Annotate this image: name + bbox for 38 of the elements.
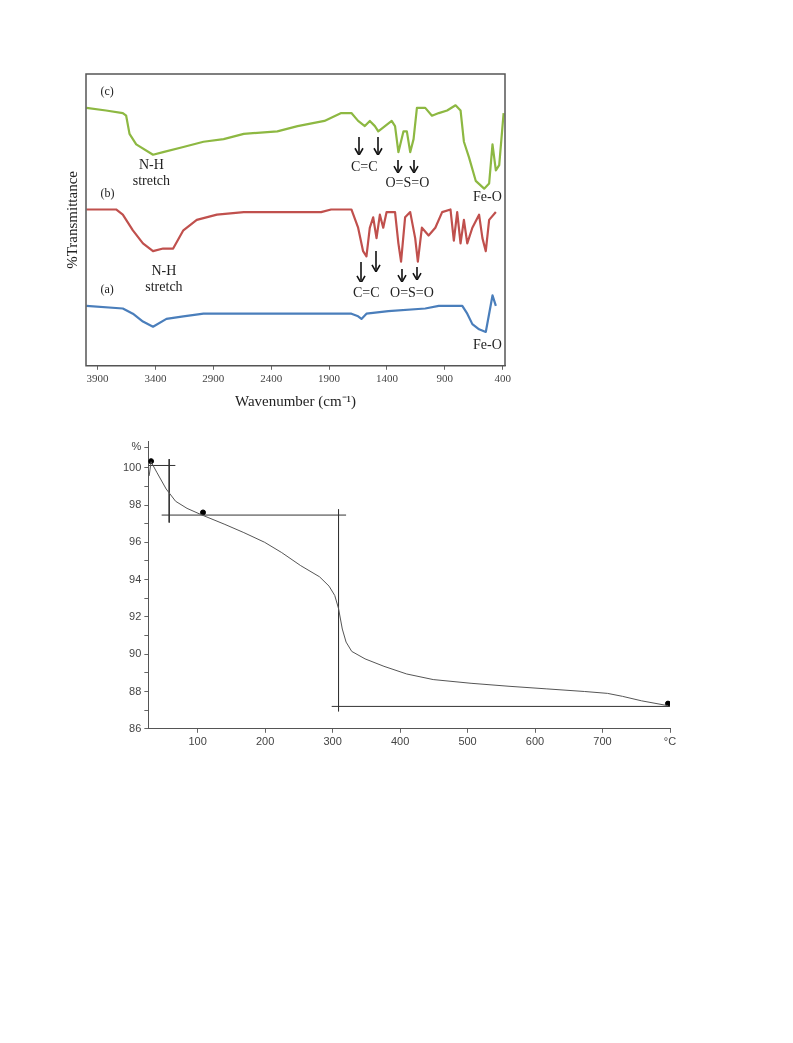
annotation: N-H stretch: [132, 156, 171, 188]
series-label: (b): [100, 185, 115, 200]
annotation: O=S=O: [390, 284, 434, 300]
annotation: C=C: [350, 159, 378, 175]
x-tick-label: 400: [390, 735, 410, 748]
y-tick-label: %: [131, 440, 142, 453]
x-tick-label: 3400: [144, 372, 167, 385]
x-tick-label: 400: [494, 372, 512, 385]
y-tick-label: 86: [129, 721, 142, 734]
y-tick-label: 98: [129, 498, 142, 511]
x-tick-label: 1900: [318, 372, 341, 385]
y-tick-label: 100: [122, 460, 142, 473]
annotation: O=S=O: [385, 175, 430, 191]
y-tick-label: 88: [129, 684, 142, 697]
series-label: (c): [100, 84, 114, 99]
annotation: C=C: [353, 284, 380, 300]
annotation: Fe-O: [473, 336, 502, 352]
x-tick-label: 700: [593, 735, 612, 748]
annotation: N-H stretch: [145, 263, 183, 295]
x-tick-label: 2900: [202, 372, 225, 385]
x-tick-label: 3900: [86, 372, 110, 385]
x-tick-label: 500: [458, 735, 477, 748]
y-axis-title: %Transmittance: [63, 170, 80, 269]
annotation: Fe-O: [473, 189, 502, 205]
x-axis-title: Wavenumber (cm⁻¹): [234, 392, 357, 410]
y-tick-label: 94: [129, 572, 142, 585]
x-tick-label: 900: [436, 372, 454, 385]
x-tick-label: °C: [663, 735, 677, 748]
x-tick-label: 200: [255, 735, 275, 748]
x-tick-label: 100: [188, 735, 207, 748]
x-tick-label: 300: [323, 735, 342, 748]
y-tick-label: 96: [129, 535, 142, 548]
y-tick-label: 92: [129, 609, 142, 622]
series-label: (a): [100, 282, 114, 297]
x-tick-label: 2400: [260, 372, 283, 385]
x-tick-label: 1400: [375, 372, 399, 385]
y-tick-label: 90: [129, 647, 142, 660]
x-tick-label: 600: [525, 735, 545, 748]
